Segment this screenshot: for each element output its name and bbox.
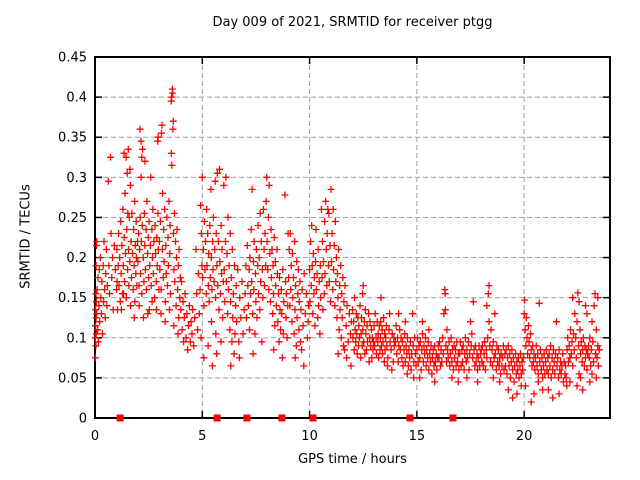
x-tick-label: 10 [301, 429, 318, 444]
y-tick-label: 0 [79, 412, 87, 427]
y-tick-labels: 0 0.05 0.1 0.15 0.2 0.25 0.3 0.35 0.4 0.45 [58, 51, 87, 427]
data-points-srmtid [91, 85, 603, 406]
y-tick-label: 0.1 [66, 331, 87, 346]
event-marker-square [243, 414, 251, 422]
event-marker-square [406, 414, 414, 422]
event-marker-square [278, 414, 286, 422]
event-marker-square [309, 414, 317, 422]
x-axis-label: GPS time / hours [298, 452, 407, 467]
event-markers [116, 414, 457, 422]
x-tick-labels: 0 5 10 15 20 [91, 429, 533, 444]
event-marker-square [116, 414, 124, 422]
plot-border [94, 56, 611, 419]
y-tick-label: 0.45 [58, 51, 87, 66]
y-tick-label: 0.25 [58, 211, 87, 226]
x-tick-label: 5 [198, 429, 206, 444]
y-tick-label: 0.4 [66, 91, 87, 106]
y-tick-label: 0.3 [66, 171, 87, 186]
y-tick-label: 0.2 [66, 251, 87, 266]
y-tick-label: 0.35 [58, 131, 87, 146]
y-tick-label: 0.05 [58, 371, 87, 386]
event-marker-square [449, 414, 457, 422]
chart-title: Day 009 of 2021, SRMTID for receiver ptg… [212, 15, 493, 30]
y-tick-label: 0.15 [58, 291, 87, 306]
x-tick-label: 20 [516, 429, 533, 444]
x-tick-label: 15 [409, 429, 426, 444]
axis-ticks [94, 56, 610, 419]
x-tick-label: 0 [91, 429, 99, 444]
event-marker-square [213, 414, 221, 422]
